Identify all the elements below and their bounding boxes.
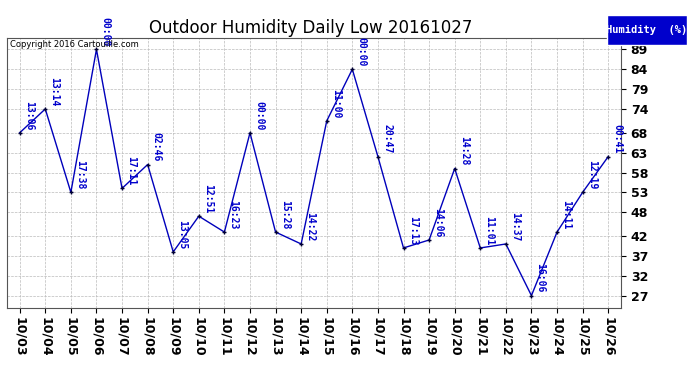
Text: 17:38: 17:38 (75, 160, 85, 190)
Point (295, 241, 306, 247)
Point (66, 189, 77, 195)
Text: 17:13: 17:13 (408, 216, 417, 245)
Text: 00:41: 00:41 (612, 124, 622, 154)
Point (142, 162, 153, 168)
Point (500, 241, 511, 247)
Text: 00:00: 00:00 (357, 37, 366, 66)
Point (219, 229, 230, 235)
Point (577, 189, 588, 195)
Text: Humidity  (%): Humidity (%) (607, 25, 687, 35)
Point (449, 165, 460, 171)
Text: 20:47: 20:47 (382, 124, 392, 154)
Point (475, 245, 486, 251)
Text: 13:14: 13:14 (50, 77, 59, 106)
Point (526, 292, 537, 298)
Point (168, 249, 179, 255)
Point (14, 130, 26, 136)
Point (270, 229, 281, 235)
Text: 11:00: 11:00 (331, 89, 341, 118)
Point (398, 245, 409, 251)
Text: 00:00: 00:00 (101, 17, 110, 46)
Text: 14:22: 14:22 (305, 212, 315, 241)
Text: 14:37: 14:37 (510, 212, 520, 241)
Text: 16:06: 16:06 (535, 263, 546, 293)
Point (602, 154, 613, 160)
Text: 11:01: 11:01 (484, 216, 495, 245)
Point (424, 237, 435, 243)
Point (40, 106, 51, 112)
Text: 15:28: 15:28 (279, 200, 290, 229)
Text: 13:05: 13:05 (177, 220, 188, 249)
Point (193, 213, 204, 219)
Text: 14:28: 14:28 (459, 136, 469, 166)
Point (347, 66, 358, 72)
Text: 13:06: 13:06 (24, 100, 34, 130)
Text: 00:00: 00:00 (254, 100, 264, 130)
Point (117, 185, 128, 191)
Point (244, 130, 255, 136)
Text: 14:11: 14:11 (561, 200, 571, 229)
Text: Copyright 2016 Cartouille.com: Copyright 2016 Cartouille.com (10, 40, 139, 49)
Text: 16:23: 16:23 (228, 200, 239, 229)
Point (322, 118, 333, 124)
Point (91, 46, 102, 53)
Point (373, 154, 384, 160)
Point (551, 229, 562, 235)
Text: 17:11: 17:11 (126, 156, 136, 186)
Text: 12:19: 12:19 (586, 160, 597, 190)
Text: 14:06: 14:06 (433, 208, 443, 237)
Text: 02:46: 02:46 (152, 132, 161, 162)
Text: 12:51: 12:51 (203, 184, 213, 213)
Text: Outdoor Humidity Daily Low 20161027: Outdoor Humidity Daily Low 20161027 (149, 19, 472, 37)
